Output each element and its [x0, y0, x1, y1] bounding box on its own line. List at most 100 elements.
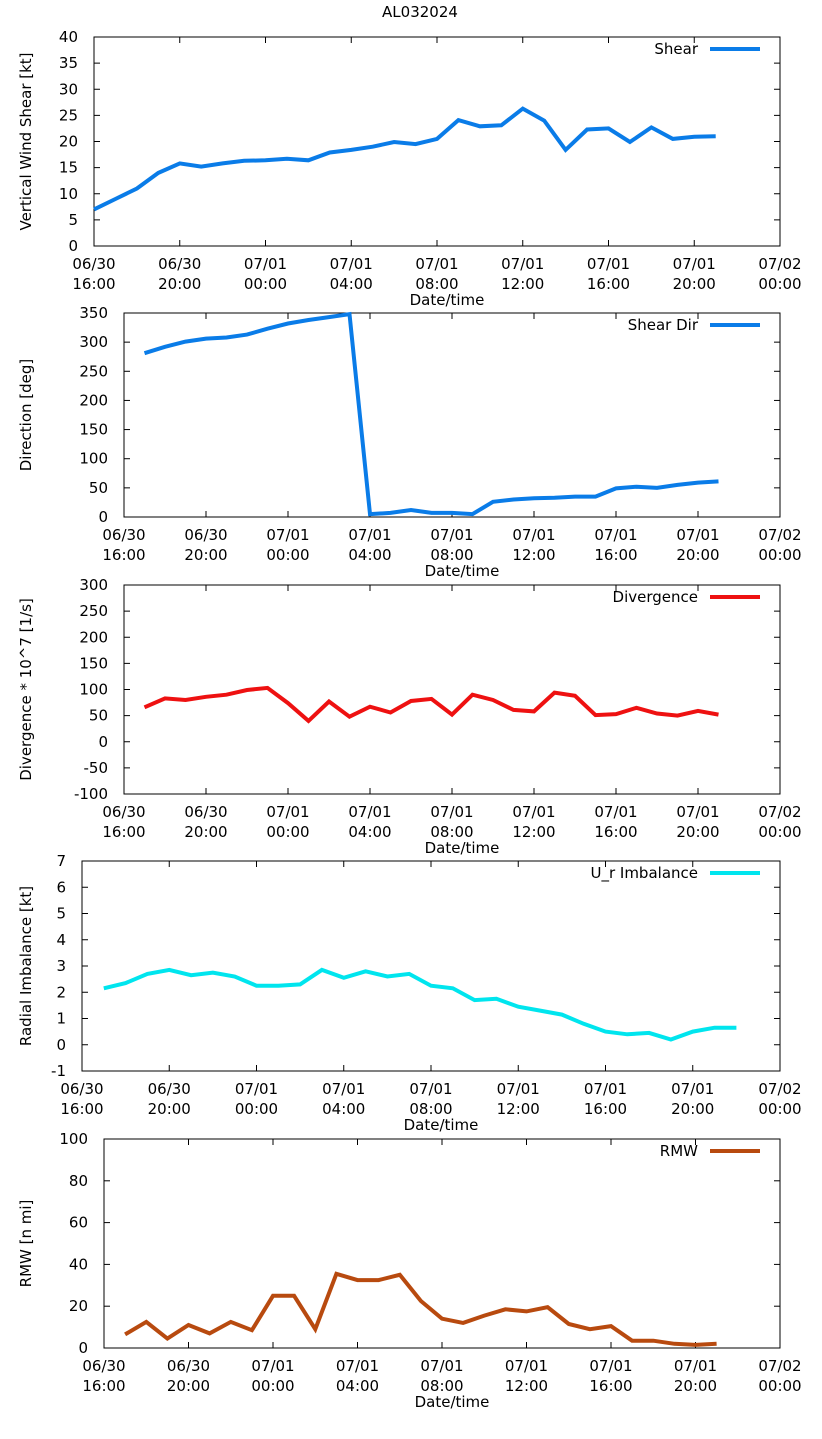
shear-dir-xtick-date-7: 07/01 [676, 526, 719, 544]
divergence-ytick-label-7: 250 [79, 602, 108, 620]
shear-dir-xtick-time-3: 04:00 [348, 546, 391, 564]
shear-dir-xtick-date-4: 07/01 [430, 526, 473, 544]
shear-dir-xtick-date-6: 07/01 [594, 526, 637, 544]
radial-imbalance-xtick-date-6: 07/01 [584, 1080, 627, 1098]
divergence-xtick-date-0: 06/30 [102, 803, 145, 821]
divergence-ytick-label-8: 300 [79, 576, 108, 594]
shear-dir-xtick-time-2: 00:00 [266, 546, 309, 564]
shear-dir-series-line-0 [143, 311, 719, 517]
shear-dir-ytick-label-1: 50 [89, 479, 108, 497]
shear-xtick-date-2: 07/01 [244, 255, 287, 273]
divergence-xtick-date-6: 07/01 [594, 803, 637, 821]
shear-dir-ylabel: Direction [deg] [17, 359, 35, 472]
divergence-ylabel: Divergence * 10^7 [1/s] [17, 598, 35, 781]
divergence-xtick-date-8: 07/02 [758, 803, 801, 821]
rmw-xtick-date-0: 06/30 [82, 1357, 125, 1375]
divergence-xtick-time-3: 04:00 [348, 823, 391, 841]
divergence-ytick-label-0: -100 [74, 785, 108, 803]
radial-imbalance-ytick-label-7: 6 [56, 878, 66, 896]
rmw-xtick-date-3: 07/01 [336, 1357, 379, 1375]
shear-xtick-time-5: 12:00 [501, 275, 544, 293]
divergence-xtick-time-2: 00:00 [266, 823, 309, 841]
shear-ytick-label-8: 40 [59, 28, 78, 46]
figure-title: AL032024 [382, 3, 458, 21]
shear-xtick-time-3: 04:00 [330, 275, 373, 293]
shear-ytick-label-7: 35 [59, 54, 78, 72]
rmw-xtick-date-5: 07/01 [505, 1357, 548, 1375]
shear-dir-ytick-label-0: 0 [98, 508, 108, 526]
radial-imbalance-ytick-label-3: 2 [56, 983, 66, 1001]
radial-imbalance-xtick-time-8: 00:00 [758, 1100, 801, 1118]
shear-dir-xtick-date-5: 07/01 [512, 526, 555, 544]
rmw-ytick-label-1: 20 [69, 1297, 88, 1315]
divergence-xtick-time-6: 16:00 [594, 823, 637, 841]
shear-dir-xtick-time-0: 16:00 [102, 546, 145, 564]
divergence-xtick-date-4: 07/01 [430, 803, 473, 821]
shear-ytick-label-2: 10 [59, 185, 78, 203]
shear-dir-xtick-time-7: 20:00 [676, 546, 719, 564]
shear-dir-xtick-date-1: 06/30 [184, 526, 227, 544]
rmw-xtick-date-4: 07/01 [420, 1357, 463, 1375]
divergence-xtick-time-4: 08:00 [430, 823, 473, 841]
shear-ytick-label-0: 0 [68, 237, 78, 255]
rmw-xtick-date-8: 07/02 [758, 1357, 801, 1375]
shear-ylabel: Vertical Wind Shear [kt] [17, 52, 35, 230]
shear-dir-ytick-label-6: 300 [79, 333, 108, 351]
shear-xtick-time-2: 00:00 [244, 275, 287, 293]
charts-container: 051015202530354006/3016:0006/3020:0007/0… [17, 28, 802, 1411]
radial-imbalance-xtick-time-7: 20:00 [671, 1100, 714, 1118]
shear-ytick-label-6: 30 [59, 80, 78, 98]
chart-divergence: -100 -50 0 50 100 150 200 250 300 06/30 16:00 06/30… [17, 576, 802, 857]
rmw-xtick-time-6: 16:00 [589, 1377, 632, 1395]
divergence-xtick-time-0: 16:00 [102, 823, 145, 841]
shear-plot-frame [93, 36, 781, 247]
shear-xlabel: Date/time [410, 291, 485, 309]
shear-xtick-time-0: 16:00 [72, 275, 115, 293]
shear-legend-label-0: Shear [654, 40, 698, 58]
divergence-ytick-label-5: 150 [79, 654, 108, 672]
rmw-xtick-time-8: 00:00 [758, 1377, 801, 1395]
shear-dir-xtick-time-5: 12:00 [512, 546, 555, 564]
shear-xtick-date-0: 06/30 [72, 255, 115, 273]
rmw-ytick-label-4: 80 [69, 1172, 88, 1190]
divergence-xtick-date-5: 07/01 [512, 803, 555, 821]
rmw-xtick-date-7: 07/01 [674, 1357, 717, 1375]
divergence-ytick-label-3: 50 [89, 707, 108, 725]
divergence-legend-label-0: Divergence [613, 588, 698, 606]
rmw-xtick-date-2: 07/01 [251, 1357, 294, 1375]
shear-dir-xtick-time-8: 00:00 [758, 546, 801, 564]
chart-radial-imbalance: -1 0 1 2 3 4 5 6 7 06/30 16:00 06/30 20:00 07/01 00:00… [17, 852, 802, 1134]
divergence-plot-frame [123, 584, 781, 795]
chart-rmw: 0 20 40 60 80 100 06/30 16:00 06/30 20:00 07/01 00:… [17, 1130, 802, 1411]
rmw-series-line-0 [124, 1271, 717, 1347]
divergence-ytick-label-2: 0 [98, 733, 108, 751]
divergence-xtick-time-7: 20:00 [676, 823, 719, 841]
divergence-xtick-time-8: 00:00 [758, 823, 801, 841]
shear-xtick-date-3: 07/01 [330, 255, 373, 273]
radial-imbalance-ytick-label-1: 0 [56, 1036, 66, 1054]
radial-imbalance-xtick-date-0: 06/30 [60, 1080, 103, 1098]
chart-shear: 0 5 10 15 20 25 30 35 40 06/30 16:00 06/30 20:00 07/0… [17, 28, 802, 309]
radial-imbalance-ytick-label-5: 4 [56, 931, 66, 949]
shear-xtick-time-6: 16:00 [587, 275, 630, 293]
divergence-xlabel: Date/time [425, 839, 500, 857]
shear-dir-xtick-time-6: 16:00 [594, 546, 637, 564]
radial-imbalance-ytick-label-4: 3 [56, 957, 66, 975]
shear-ytick-label-1: 5 [68, 211, 78, 229]
rmw-xtick-time-0: 16:00 [82, 1377, 125, 1395]
rmw-ytick-label-2: 40 [69, 1255, 88, 1273]
rmw-xtick-time-2: 00:00 [251, 1377, 294, 1395]
radial-imbalance-xtick-time-0: 16:00 [60, 1100, 103, 1118]
radial-imbalance-xtick-date-3: 07/01 [322, 1080, 365, 1098]
radial-imbalance-ytick-label-8: 7 [56, 852, 66, 870]
radial-imbalance-xlabel: Date/time [404, 1116, 479, 1134]
shear-xtick-time-4: 08:00 [415, 275, 458, 293]
rmw-xtick-time-1: 20:00 [167, 1377, 210, 1395]
rmw-legend-label-0: RMW [660, 1142, 698, 1160]
radial-imbalance-xtick-time-3: 04:00 [322, 1100, 365, 1118]
shear-xtick-date-5: 07/01 [501, 255, 544, 273]
rmw-xtick-time-7: 20:00 [674, 1377, 717, 1395]
shear-dir-ytick-label-2: 100 [79, 450, 108, 468]
rmw-ylabel: RMW [n mi] [17, 1200, 35, 1288]
shear-dir-xtick-time-4: 08:00 [430, 546, 473, 564]
